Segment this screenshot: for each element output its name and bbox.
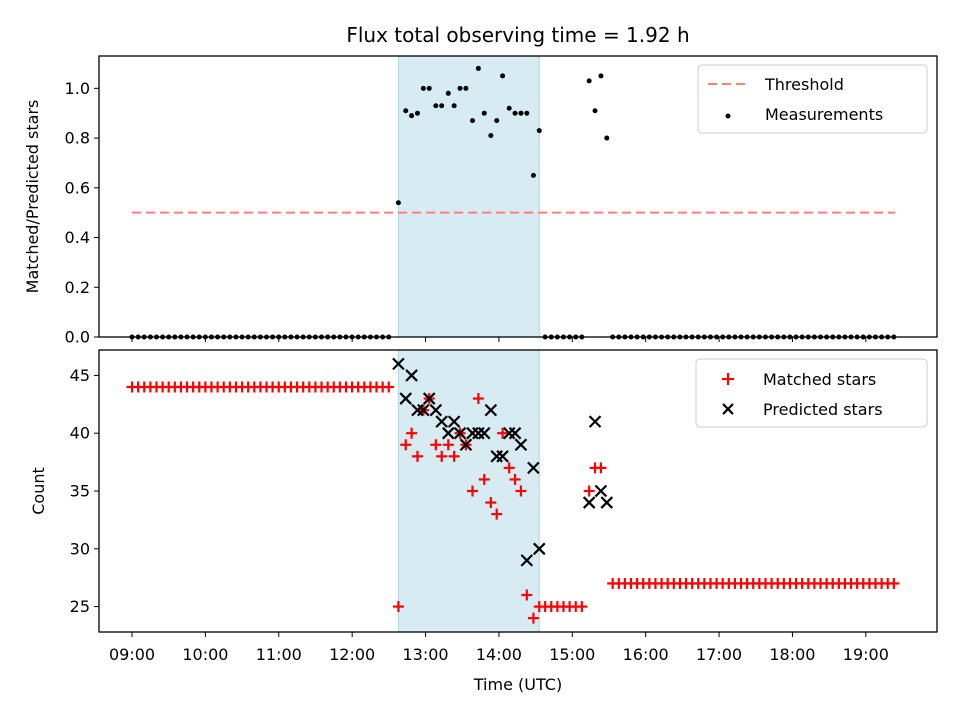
top-y-axis-label: Matched/Predicted stars bbox=[23, 100, 42, 294]
y-tick-label: 0.0 bbox=[65, 328, 90, 347]
bottom-legend: Matched stars Predicted stars bbox=[696, 359, 927, 427]
predicted-star-point bbox=[584, 497, 595, 508]
measurement-point bbox=[427, 86, 432, 91]
bottom-x-axis: 09:00 10:00 11:00 12:00 13:00 14:00 15:00 16:00… bbox=[109, 632, 889, 664]
measurement-point bbox=[439, 103, 444, 108]
measurement-point bbox=[433, 103, 438, 108]
x-tick-label: 09:00 bbox=[109, 645, 155, 664]
y-tick-label: 0.4 bbox=[65, 228, 90, 247]
measurement-point bbox=[494, 118, 499, 123]
measurement-point bbox=[488, 133, 493, 138]
measurement-point bbox=[421, 86, 426, 91]
y-tick-label: 30 bbox=[70, 539, 90, 558]
y-tick-label: 25 bbox=[70, 597, 90, 616]
legend-matched-label: Matched stars bbox=[763, 370, 876, 389]
legend-predicted-label: Predicted stars bbox=[763, 400, 883, 419]
matched-star-point bbox=[576, 601, 587, 612]
bottom-panel: 25 30 35 40 45 09:00 10:00 11:00 12:00 13:00 14:0… bbox=[29, 350, 937, 694]
y-tick-label: 40 bbox=[70, 424, 90, 443]
top-panel: 0.0 0.2 0.4 0.6 0.8 1.0 Matched/Predicted sta… bbox=[23, 23, 937, 347]
y-tick-label: 1.0 bbox=[65, 79, 90, 98]
matched-star-point bbox=[888, 578, 899, 589]
measurement-point bbox=[500, 73, 505, 78]
x-tick-label: 18:00 bbox=[769, 645, 815, 664]
x-tick-label: 19:00 bbox=[843, 645, 889, 664]
measurement-point bbox=[524, 111, 529, 116]
x-tick-label: 11:00 bbox=[256, 645, 302, 664]
x-tick-label: 13:00 bbox=[402, 645, 448, 664]
predicted-star-point bbox=[595, 486, 606, 497]
matched-star-point bbox=[595, 462, 606, 473]
measurement-point bbox=[587, 78, 592, 83]
top-y-axis: 0.0 0.2 0.4 0.6 0.8 1.0 bbox=[65, 79, 99, 347]
measurement-point bbox=[458, 86, 463, 91]
measurement-point bbox=[452, 103, 457, 108]
legend-measurements-swatch bbox=[726, 114, 731, 119]
matched-star-point bbox=[584, 486, 595, 497]
bottom-y-axis: 25 30 35 40 45 bbox=[70, 366, 99, 616]
legend-threshold-label: Threshold bbox=[764, 75, 844, 94]
bottom-y-axis-label: Count bbox=[29, 467, 48, 515]
x-tick-label: 10:00 bbox=[182, 645, 228, 664]
legend-measurements-label: Measurements bbox=[765, 105, 883, 124]
x-axis-label: Time (UTC) bbox=[473, 675, 562, 694]
measurement-point bbox=[463, 86, 468, 91]
measurement-point bbox=[604, 136, 609, 141]
y-tick-label: 35 bbox=[70, 482, 90, 501]
measurement-point bbox=[409, 113, 414, 118]
y-tick-label: 45 bbox=[70, 366, 90, 385]
y-tick-label: 0.8 bbox=[65, 129, 90, 148]
measurement-point bbox=[593, 108, 598, 113]
y-tick-label: 0.6 bbox=[65, 178, 90, 197]
x-tick-label: 15:00 bbox=[549, 645, 595, 664]
predicted-star-point bbox=[590, 416, 601, 427]
measurement-point bbox=[598, 73, 603, 78]
x-tick-label: 17:00 bbox=[696, 645, 742, 664]
predicted-star-point bbox=[601, 497, 612, 508]
measurement-point bbox=[513, 111, 518, 116]
measurement-point bbox=[446, 91, 451, 96]
measurement-point bbox=[470, 118, 475, 123]
x-tick-label: 12:00 bbox=[329, 645, 375, 664]
chart-title: Flux total observing time = 1.92 h bbox=[346, 23, 689, 47]
measurement-point bbox=[476, 66, 481, 71]
measurement-point bbox=[518, 111, 523, 116]
measurement-point bbox=[415, 111, 420, 116]
measurement-point bbox=[537, 128, 542, 133]
matched-star-point bbox=[383, 381, 394, 392]
chart-canvas: 0.0 0.2 0.4 0.6 0.8 1.0 Matched/Predicted sta… bbox=[0, 0, 960, 720]
measurement-point bbox=[507, 106, 512, 111]
y-tick-label: 0.2 bbox=[65, 278, 90, 297]
top-legend: Threshold Measurements bbox=[698, 65, 927, 133]
top-highlight-span bbox=[398, 56, 539, 337]
measurement-point bbox=[396, 200, 401, 205]
x-tick-label: 16:00 bbox=[623, 645, 669, 664]
measurement-point bbox=[403, 108, 408, 113]
measurement-point bbox=[482, 111, 487, 116]
measurement-point bbox=[531, 173, 536, 178]
x-tick-label: 14:00 bbox=[476, 645, 522, 664]
